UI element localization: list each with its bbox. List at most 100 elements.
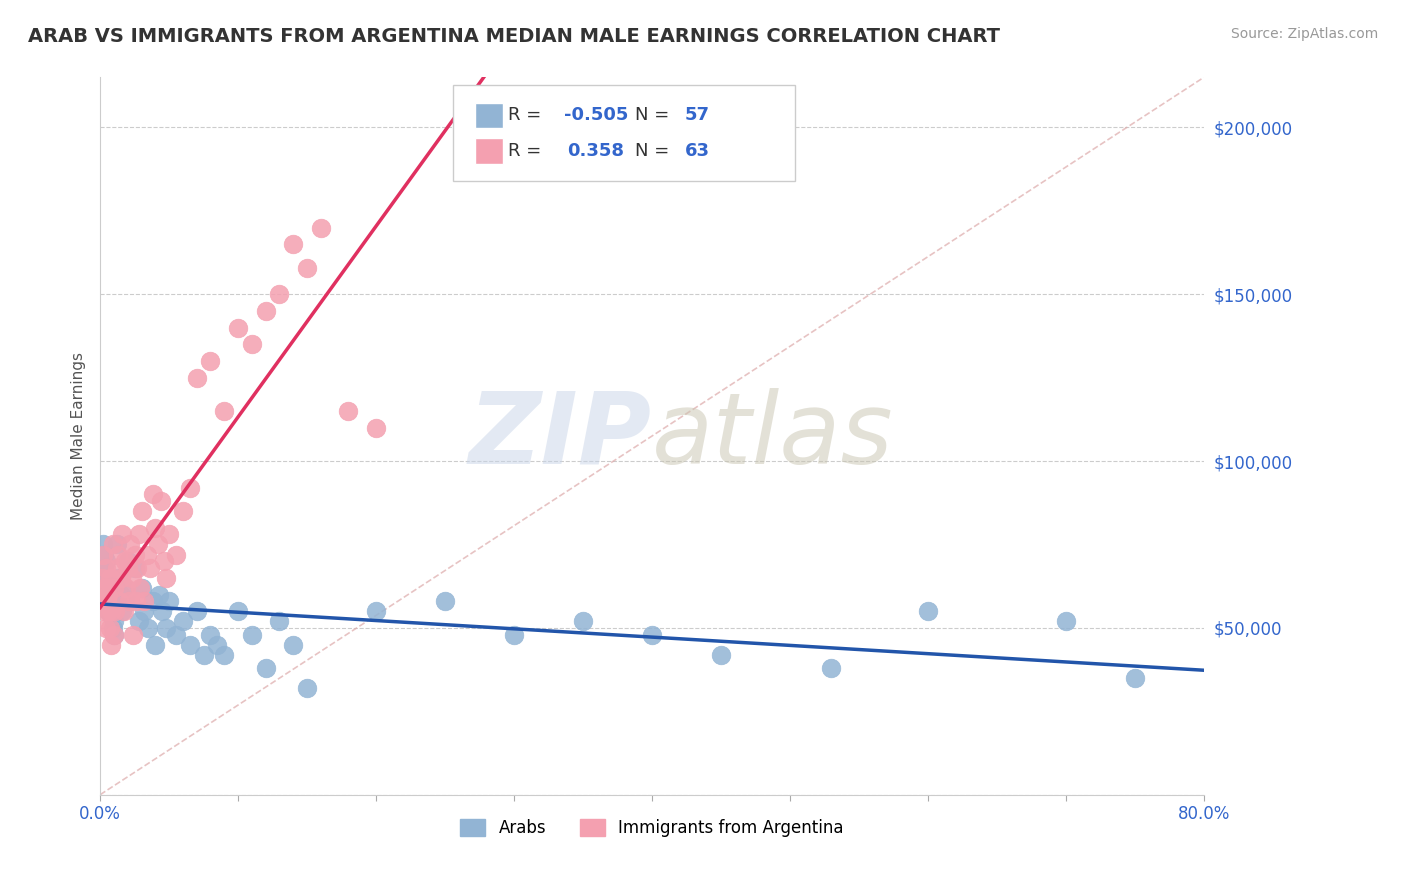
Point	[186, 604, 208, 618]
Text: R =: R =	[509, 142, 547, 160]
Point	[710, 648, 733, 662]
Point	[101, 621, 124, 635]
Point	[112, 604, 135, 618]
Point	[98, 577, 121, 591]
Point	[136, 548, 159, 562]
Text: atlas: atlas	[652, 387, 894, 484]
Text: Source: ZipAtlas.com: Source: ZipAtlas.com	[1230, 27, 1378, 41]
Text: 63: 63	[685, 142, 710, 160]
Point	[114, 581, 136, 595]
Point	[283, 638, 305, 652]
Point	[96, 581, 118, 595]
Text: -0.505: -0.505	[564, 106, 628, 124]
Point	[111, 604, 134, 618]
FancyBboxPatch shape	[453, 85, 796, 181]
Point	[93, 581, 115, 595]
Text: ARAB VS IMMIGRANTS FROM ARGENTINA MEDIAN MALE EARNINGS CORRELATION CHART: ARAB VS IMMIGRANTS FROM ARGENTINA MEDIAN…	[28, 27, 1000, 45]
Point	[155, 621, 177, 635]
Point	[121, 571, 143, 585]
Point	[226, 320, 249, 334]
Point	[138, 621, 160, 635]
Point	[104, 604, 127, 618]
Point	[283, 237, 305, 252]
Point	[110, 588, 132, 602]
Point	[125, 594, 148, 608]
Point	[100, 594, 122, 608]
Point	[165, 627, 187, 641]
Point	[103, 627, 125, 641]
Point	[108, 594, 131, 608]
Point	[152, 554, 174, 568]
Point	[295, 681, 318, 695]
Point	[94, 561, 117, 575]
Point	[309, 220, 332, 235]
Point	[105, 561, 128, 575]
Point	[103, 614, 125, 628]
Point	[143, 521, 166, 535]
Point	[98, 571, 121, 585]
Point	[1054, 614, 1077, 628]
Point	[364, 421, 387, 435]
Point	[364, 604, 387, 618]
Point	[127, 561, 149, 575]
Point	[114, 554, 136, 568]
Point	[503, 627, 526, 641]
Text: N =: N =	[636, 106, 675, 124]
Point	[572, 614, 595, 628]
Point	[94, 571, 117, 585]
Point	[94, 554, 117, 568]
Point	[172, 504, 194, 518]
Point	[179, 481, 201, 495]
Point	[93, 561, 115, 575]
Point	[165, 548, 187, 562]
Point	[91, 548, 114, 562]
Point	[226, 604, 249, 618]
Point	[97, 588, 120, 602]
Point	[94, 621, 117, 635]
Point	[90, 571, 112, 585]
Point	[193, 648, 215, 662]
Point	[124, 548, 146, 562]
Point	[155, 571, 177, 585]
Point	[100, 638, 122, 652]
Point	[146, 537, 169, 551]
Point	[434, 594, 457, 608]
Point	[254, 304, 277, 318]
Point	[117, 554, 139, 568]
Point	[91, 537, 114, 551]
Point	[214, 404, 236, 418]
Point	[117, 561, 139, 575]
Point	[115, 581, 138, 595]
Point	[98, 621, 121, 635]
Point	[240, 337, 263, 351]
Point	[124, 561, 146, 575]
Point	[105, 537, 128, 551]
Point	[150, 604, 173, 618]
Point	[100, 604, 122, 618]
Point	[93, 548, 115, 562]
Point	[641, 627, 664, 641]
Text: ZIP: ZIP	[470, 387, 652, 484]
Point	[295, 260, 318, 275]
Point	[134, 604, 156, 618]
Legend: Arabs, Immigrants from Argentina: Arabs, Immigrants from Argentina	[454, 813, 851, 844]
Text: 0.358: 0.358	[567, 142, 624, 160]
Point	[143, 638, 166, 652]
Point	[96, 581, 118, 595]
Point	[157, 594, 180, 608]
Point	[91, 594, 114, 608]
Text: N =: N =	[636, 142, 675, 160]
Point	[157, 527, 180, 541]
Point	[97, 604, 120, 618]
Point	[107, 548, 129, 562]
Point	[100, 607, 122, 622]
Point	[134, 594, 156, 608]
Point	[107, 571, 129, 585]
Point	[129, 581, 152, 595]
Text: R =: R =	[509, 106, 547, 124]
Point	[214, 648, 236, 662]
Point	[110, 571, 132, 585]
Point	[93, 604, 115, 618]
Point	[101, 537, 124, 551]
Point	[120, 594, 142, 608]
